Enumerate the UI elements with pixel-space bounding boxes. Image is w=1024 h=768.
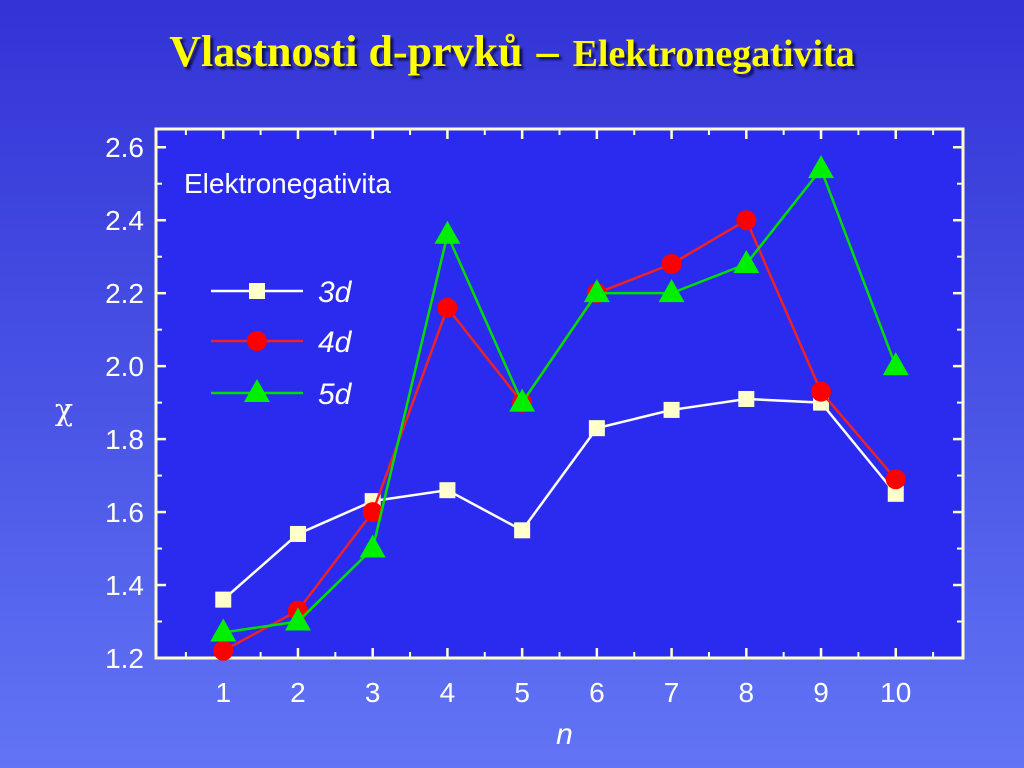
x-tick-label: 4 bbox=[440, 677, 456, 708]
data-point-4d bbox=[362, 502, 383, 523]
y-tick-label: 2.6 bbox=[105, 132, 144, 163]
data-point-5d bbox=[434, 220, 461, 244]
data-point-5d bbox=[509, 388, 536, 412]
y-tick-label: 2.2 bbox=[105, 278, 144, 309]
data-point-5d bbox=[210, 618, 237, 642]
data-point-5d bbox=[882, 352, 909, 376]
data-point-4d bbox=[661, 253, 682, 274]
title-sub: Elektronegativita bbox=[572, 33, 855, 75]
data-point-3d bbox=[738, 390, 755, 407]
x-axis-label: n bbox=[556, 718, 573, 751]
data-point-3d bbox=[439, 482, 456, 499]
y-tick-label: 1.8 bbox=[105, 424, 144, 455]
legend-marker-4d bbox=[247, 331, 267, 351]
legend-label-4d: 4d bbox=[318, 326, 353, 359]
data-point-3d bbox=[663, 401, 680, 418]
data-point-4d bbox=[885, 469, 906, 490]
x-tick-label: 5 bbox=[514, 677, 530, 708]
x-tick-label: 10 bbox=[880, 677, 911, 708]
data-point-5d bbox=[658, 279, 685, 303]
y-tick-label: 1.2 bbox=[105, 643, 144, 674]
legend-label-5d: 5d bbox=[318, 378, 353, 411]
data-point-3d bbox=[887, 485, 904, 502]
y-tick-label: 2.4 bbox=[105, 205, 144, 236]
data-point-5d bbox=[808, 155, 835, 179]
y-tick-label: 1.4 bbox=[105, 570, 144, 601]
y-tick-label: 2.0 bbox=[105, 351, 144, 382]
legend-marker-3d bbox=[249, 283, 265, 299]
title-main: Vlastnosti d-prvků bbox=[169, 27, 523, 76]
data-point-4d bbox=[213, 640, 234, 661]
x-tick-label: 7 bbox=[664, 677, 680, 708]
x-tick-label: 2 bbox=[290, 677, 306, 708]
series-line-5d bbox=[223, 166, 897, 634]
slide-title: Vlastnosti d-prvků – Elektronegativita bbox=[0, 26, 1024, 77]
title-dash: – bbox=[536, 27, 559, 76]
data-point-5d bbox=[359, 534, 386, 558]
data-point-5d bbox=[583, 279, 610, 303]
y-tick-label: 1.6 bbox=[105, 497, 144, 528]
data-point-3d bbox=[588, 420, 605, 437]
x-tick-label: 8 bbox=[739, 677, 755, 708]
x-tick-label: 1 bbox=[215, 677, 231, 708]
y-axis-label: χ bbox=[55, 393, 73, 428]
data-point-3d bbox=[514, 522, 531, 539]
legend-marker-5d bbox=[244, 379, 270, 402]
series-line-3d bbox=[222, 397, 897, 601]
x-tick-label: 9 bbox=[813, 677, 829, 708]
data-point-4d bbox=[811, 381, 832, 402]
x-tick-label: 3 bbox=[365, 677, 381, 708]
data-point-5d bbox=[733, 249, 760, 273]
data-point-3d bbox=[289, 525, 306, 542]
chart-title: Elektronegativita bbox=[184, 168, 391, 199]
legend-label-3d: 3d bbox=[318, 276, 353, 309]
x-tick-label: 6 bbox=[589, 677, 605, 708]
data-point-4d bbox=[437, 297, 458, 318]
data-point-4d bbox=[736, 210, 757, 231]
data-point-3d bbox=[215, 591, 232, 608]
data-point-5d bbox=[284, 607, 311, 631]
